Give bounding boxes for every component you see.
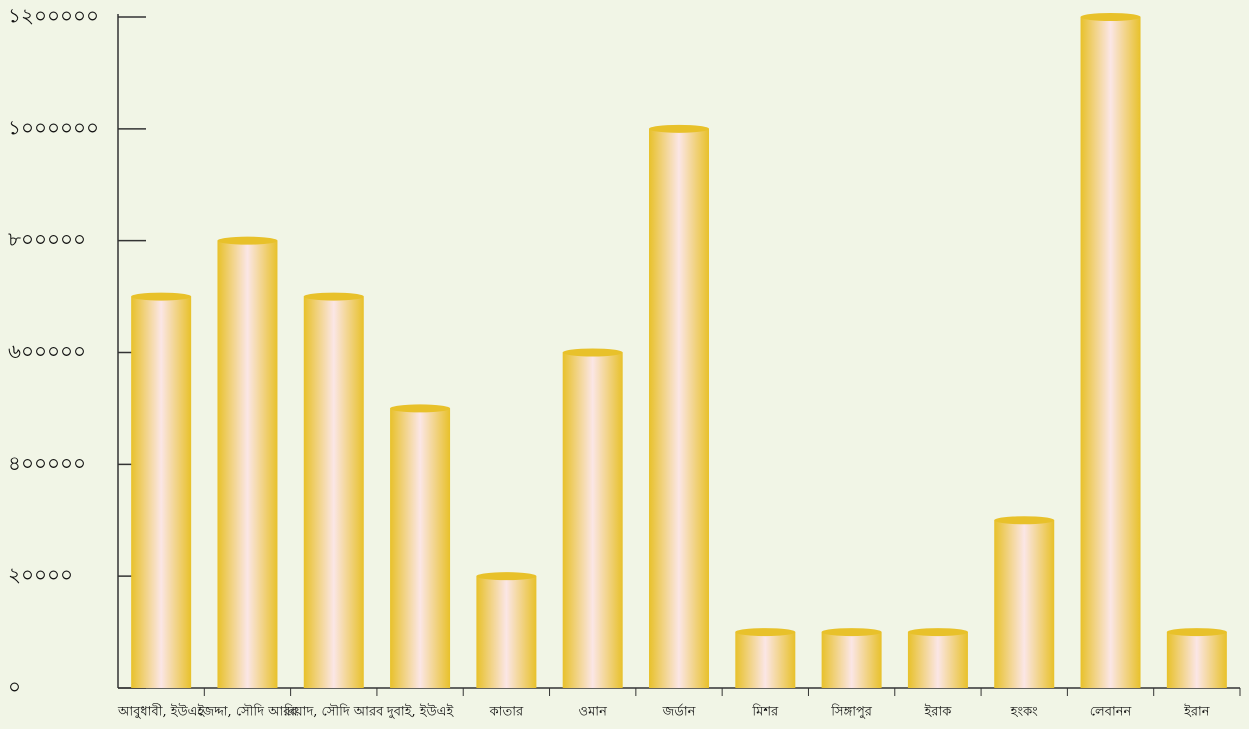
bar-body (217, 240, 278, 688)
bar-cap (907, 628, 968, 637)
bar-body (735, 632, 796, 688)
y-tick-label: ১০০০০০০ (8, 115, 99, 139)
bar-cap (562, 348, 623, 357)
bar (649, 124, 709, 689)
bar-cap (131, 292, 192, 301)
bar (821, 628, 882, 688)
bar-cap (1080, 13, 1141, 21)
x-tick-label: কাতার (489, 705, 524, 720)
bar (217, 236, 278, 688)
bar-body (1080, 17, 1141, 688)
x-tick-label: রিয়াদ, সৌদি আরব (283, 704, 384, 720)
bar-cap (994, 516, 1055, 525)
bar-body (390, 408, 451, 688)
bar (390, 404, 451, 688)
bar-body (821, 632, 882, 688)
x-tick-label: আবুধাবী, ইউএই (117, 704, 205, 720)
y-tick-label: ২০০০০ (8, 563, 73, 587)
bar-body (649, 128, 709, 689)
y-tick-label: ১২০০০০০ (8, 4, 99, 28)
bar (131, 292, 192, 688)
bar-cap (735, 628, 796, 637)
y-tick-label: ৪০০০০০ (8, 451, 86, 475)
bar (562, 348, 623, 688)
x-tick-label: ইরান (1183, 704, 1210, 720)
bar (1166, 628, 1227, 688)
bar-body (994, 520, 1055, 688)
bar-body (303, 296, 364, 688)
x-tick-label: সিঙ্গাপুর (830, 704, 873, 720)
bar-body (1166, 632, 1227, 688)
bar-cap (390, 404, 451, 413)
x-tick-label: মিশর (751, 704, 779, 720)
bar-body (562, 352, 623, 688)
x-tick-label: জেদ্দা, সৌদি আরব (197, 704, 298, 720)
x-tick-label: ইরাক (924, 704, 953, 720)
x-tick-label: হংকং (1010, 705, 1039, 720)
bar (1080, 13, 1141, 688)
bar-body (476, 576, 537, 688)
bar-cap (217, 236, 278, 245)
bar (735, 628, 796, 688)
bar-cap (821, 628, 882, 637)
bar-cap (1166, 628, 1227, 637)
bar-cap (476, 572, 537, 581)
bar (476, 572, 537, 688)
bar-body (131, 296, 192, 688)
x-tick-label: ওমান (579, 705, 608, 720)
x-tick-label: দুবাই, ইউএই (386, 704, 455, 720)
bar-body (907, 632, 968, 688)
bar (907, 628, 968, 688)
x-tick-label: জর্ডান (662, 704, 696, 720)
y-tick-label: ৮০০০০০ (8, 227, 86, 251)
y-tick-label: ০ (8, 675, 21, 699)
bar (994, 516, 1055, 688)
y-tick-label: ৬০০০০০ (8, 339, 86, 363)
bar (303, 292, 364, 688)
bar-cap (649, 124, 709, 133)
bar-cap (303, 292, 364, 301)
x-tick-label: লেবানন (1090, 705, 1132, 720)
